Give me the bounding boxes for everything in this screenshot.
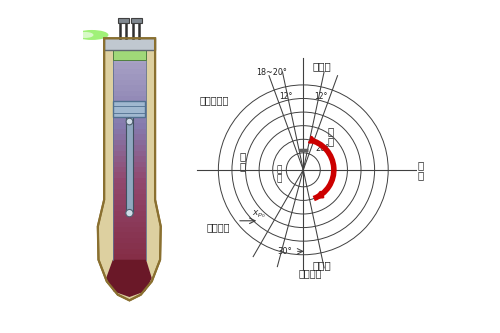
- Text: 上止点: 上止点: [312, 61, 332, 71]
- Bar: [113, 107, 146, 113]
- Text: 12°: 12°: [280, 92, 293, 101]
- Text: 慢性进气: 慢性进气: [298, 268, 322, 278]
- Bar: [113, 91, 146, 96]
- Bar: [113, 118, 146, 124]
- Text: 工
作: 工 作: [328, 126, 334, 146]
- Bar: [113, 69, 146, 74]
- Text: 12°: 12°: [314, 92, 327, 101]
- Bar: [113, 211, 146, 216]
- Bar: [113, 113, 146, 118]
- Bar: [113, 238, 146, 243]
- Text: 30°: 30°: [277, 247, 292, 256]
- Bar: [113, 151, 146, 156]
- Bar: [113, 140, 146, 145]
- Circle shape: [126, 118, 133, 125]
- Bar: [113, 205, 146, 211]
- Bar: [113, 243, 146, 249]
- Bar: [113, 162, 146, 167]
- Bar: [113, 85, 146, 91]
- Bar: [113, 47, 146, 53]
- Bar: [113, 134, 146, 140]
- Bar: [113, 200, 146, 205]
- Bar: [118, 18, 129, 23]
- Bar: [113, 167, 146, 172]
- Bar: [113, 189, 146, 194]
- Text: 20°: 20°: [315, 144, 329, 153]
- Text: 下止点: 下止点: [312, 260, 332, 270]
- Bar: [113, 129, 146, 134]
- Text: 排
气: 排 气: [277, 165, 282, 183]
- Bar: [113, 172, 146, 178]
- Ellipse shape: [77, 32, 94, 38]
- Bar: [114, 101, 146, 117]
- Bar: [113, 74, 146, 80]
- Bar: [113, 64, 146, 69]
- Bar: [113, 156, 146, 162]
- Bar: [126, 117, 134, 213]
- Text: 压
缩: 压 缩: [239, 151, 246, 171]
- Bar: [113, 249, 146, 254]
- Text: 进气反流: 进气反流: [206, 222, 230, 232]
- Bar: [131, 18, 142, 23]
- Bar: [113, 232, 146, 238]
- Text: 点火提前角: 点火提前角: [200, 95, 229, 105]
- Bar: [113, 183, 146, 189]
- Text: 进
气: 进 气: [418, 160, 424, 180]
- Bar: [113, 58, 146, 64]
- Text: $\mathit{x}_{p_0}$: $\mathit{x}_{p_0}$: [252, 208, 266, 219]
- Bar: [113, 216, 146, 221]
- Bar: [104, 38, 155, 50]
- Bar: [113, 145, 146, 151]
- Bar: [113, 50, 146, 60]
- Text: 18~20°: 18~20°: [256, 68, 287, 77]
- Bar: [113, 42, 146, 47]
- Circle shape: [126, 209, 133, 217]
- Bar: [113, 227, 146, 232]
- Bar: [113, 124, 146, 129]
- Bar: [113, 80, 146, 85]
- Bar: [113, 194, 146, 200]
- Bar: [113, 221, 146, 227]
- Polygon shape: [106, 260, 152, 297]
- Bar: [113, 254, 146, 260]
- Bar: [113, 102, 146, 107]
- Ellipse shape: [75, 30, 108, 40]
- Bar: [113, 53, 146, 58]
- Bar: [113, 96, 146, 102]
- Bar: [113, 178, 146, 183]
- Polygon shape: [98, 38, 161, 300]
